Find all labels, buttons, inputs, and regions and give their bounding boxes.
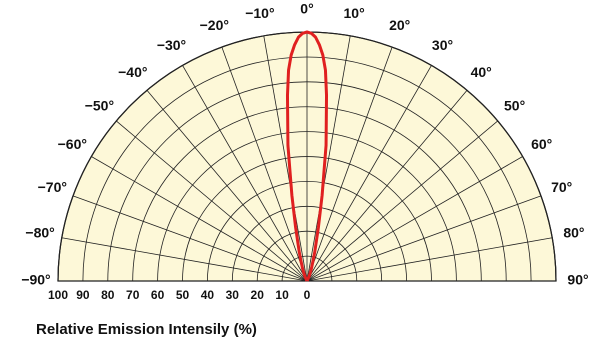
angle-tick-label: 20° [389,17,410,33]
grid-spoke [306,120,499,282]
radial-tick-label: 100 [48,288,68,302]
grid-spoke [221,46,308,282]
radial-tick-label: 50 [176,288,190,302]
angle-tick-label: 70° [551,179,572,195]
angle-labels: −90° −80° −70° −60° −50° −40° −30° −20° −10° 0° 10… [21,1,588,288]
grid-spoke [306,35,351,282]
series-curve [285,30,329,282]
radial-tick-label: 20 [251,288,265,302]
radial-tick-label: 70 [126,288,140,302]
grid-spoke [306,237,553,282]
grid-spoke [115,120,308,282]
radial-tick-label: 0 [304,288,311,302]
radial-tick-label: 60 [151,288,165,302]
angle-tick-label: 50° [504,98,525,114]
angle-tick-label: −80° [25,225,54,241]
chart-grid [57,31,557,282]
angle-tick-label: −30° [157,37,186,53]
radial-labels: 100 90 80 70 60 50 40 30 20 10 0 [48,288,311,302]
angle-tick-label: −10° [245,5,274,21]
grid-spoke [263,35,308,282]
angle-tick-label: −20° [200,17,229,33]
angle-tick-label: 10° [344,5,365,21]
grid-spoke [91,156,308,282]
angle-tick-label: 60° [531,136,552,152]
angle-tick-label: 40° [471,64,492,80]
radial-tick-label: 10 [275,288,289,302]
radial-tick-label: 40 [201,288,215,302]
angle-tick-label: 90° [567,272,588,288]
grid-spoke [306,195,542,282]
grid-spoke [146,89,308,282]
angle-tick-label: 0° [300,1,313,17]
grid-spoke [306,89,468,282]
angle-tick-label: 30° [432,37,453,53]
grid-spoke [306,156,523,282]
grid-spoke [306,46,393,282]
grid-spoke [61,237,308,282]
x-axis-title: Relative Emission Intensily (%) [36,321,257,338]
angle-tick-label: 80° [563,225,584,241]
radial-tick-label: 30 [226,288,240,302]
angle-tick-label: −50° [85,98,114,114]
angle-tick-label: −40° [118,64,147,80]
angle-tick-label: −90° [21,272,50,288]
angle-tick-label: −60° [58,136,87,152]
grid-spoke [72,195,308,282]
radial-tick-label: 90 [76,288,90,302]
grid-spoke [306,65,432,282]
grid-spoke [182,65,308,282]
radial-tick-label: 80 [101,288,115,302]
angle-tick-label: −70° [38,179,67,195]
